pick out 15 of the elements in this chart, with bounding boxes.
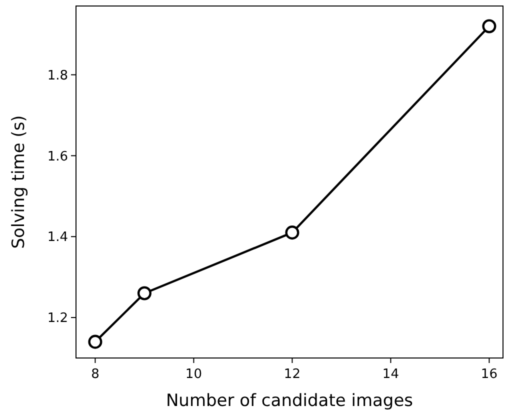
y-tick-label: 1.2 <box>47 311 68 326</box>
point <box>482 19 496 34</box>
y-tick-label: 1.6 <box>47 149 68 164</box>
y-tick-label: 1.4 <box>47 230 68 246</box>
x-tick-label: 16 <box>480 367 498 382</box>
y-axis-title: Solving time (s) <box>9 115 29 249</box>
x-tick-label: 14 <box>382 367 399 382</box>
x-axis-title: Number of candidate images <box>166 391 414 411</box>
point <box>285 226 300 240</box>
point <box>88 334 102 349</box>
x-tick-label: 8 <box>91 367 100 382</box>
x-tick-label: 12 <box>284 367 300 382</box>
point <box>137 286 152 300</box>
x-tick-label: 10 <box>185 367 202 382</box>
y-tick-label: 1.8 <box>47 68 68 84</box>
